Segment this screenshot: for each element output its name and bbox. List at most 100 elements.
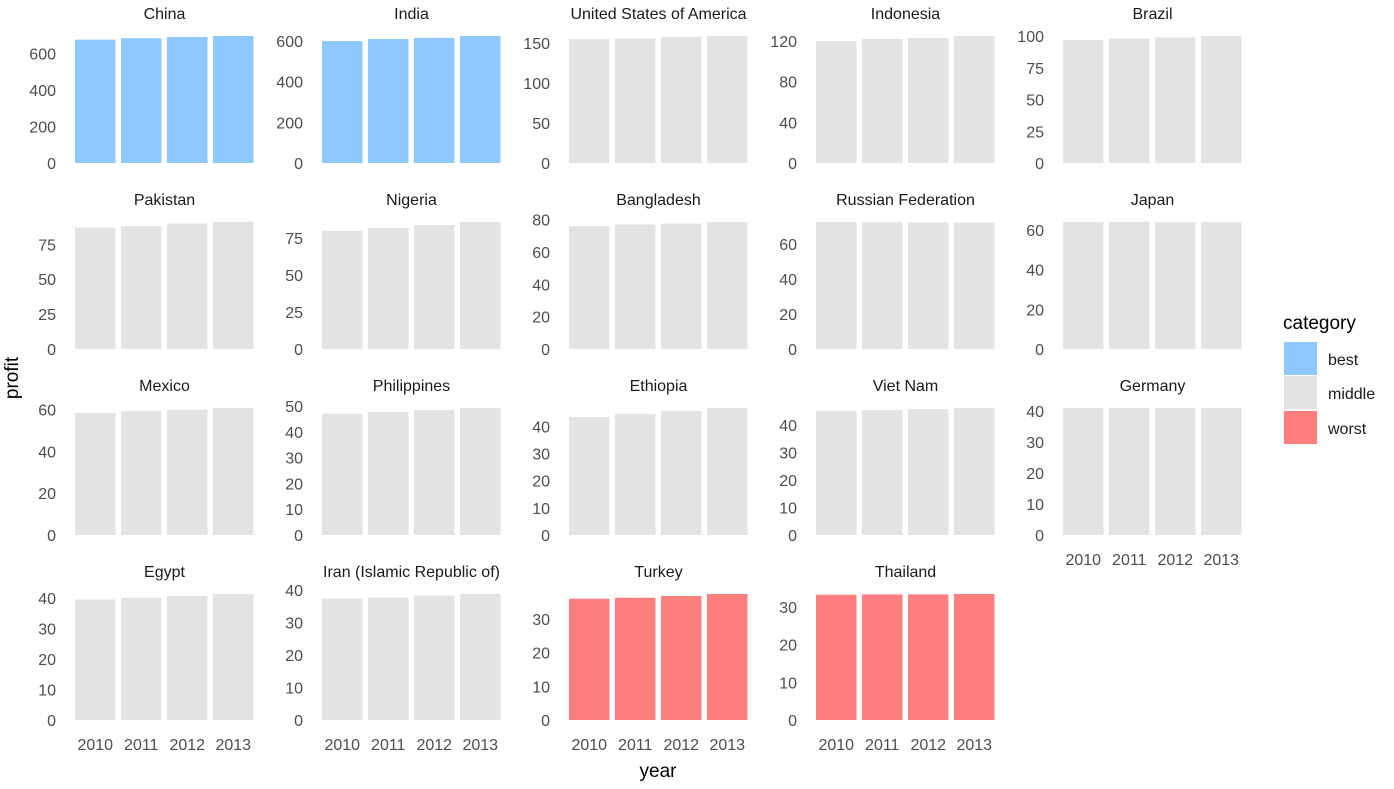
panel-thailand: Thailand 0 10 20 30 2010 2011 2012 2013	[779, 564, 995, 754]
x-tick-label: 2011	[1112, 552, 1147, 569]
bar-2013	[707, 408, 748, 535]
bar-2013	[1201, 36, 1242, 163]
y-tick-label: 0	[541, 342, 550, 359]
y-tick-label: 10	[285, 502, 303, 519]
y-tick-label: 20	[532, 474, 550, 491]
y-tick-label: 20	[38, 486, 56, 503]
bar-2010	[75, 412, 116, 535]
panel-viet-nam: Viet Nam 0 10 20 30 40	[779, 378, 995, 545]
panel-indonesia: Indonesia 0 40 80 120	[770, 6, 995, 173]
y-tick-label: 20	[1026, 302, 1044, 319]
bar-2010	[1063, 39, 1104, 164]
y-tick-label: 60	[779, 237, 797, 254]
bar-2010	[569, 416, 610, 535]
legend-label: middle	[1328, 386, 1375, 403]
bar-2013	[707, 222, 748, 349]
y-tick-label: 40	[1026, 404, 1044, 421]
y-tick-label: 30	[779, 600, 797, 617]
panel-title: Ethiopia	[630, 378, 688, 395]
bar-2013	[460, 222, 501, 349]
y-tick-label: 400	[276, 75, 303, 92]
x-tick-label: 2010	[1065, 552, 1101, 569]
panel-iran-islamic-republic-of: Iran (Islamic Republic of) 0 10 20 30 40 2010 2…	[285, 564, 501, 754]
y-tick-label: 0	[1035, 342, 1044, 359]
bar-2013	[954, 222, 995, 349]
y-tick-label: 30	[532, 612, 550, 629]
panel-bangladesh: Bangladesh 0 20 40 60 80	[532, 192, 748, 359]
y-tick-label: 40	[779, 115, 797, 132]
x-tick-label: 2012	[169, 737, 205, 754]
bar-2012	[908, 222, 949, 349]
y-tick-label: 30	[38, 621, 56, 638]
y-tick-label: 50	[1026, 93, 1044, 110]
bar-2013	[954, 36, 995, 163]
bar-2012	[908, 594, 949, 720]
bar-2012	[167, 595, 208, 720]
legend-key	[1284, 411, 1317, 444]
legend-item-middle: middle	[1284, 376, 1375, 409]
bar-2013	[1201, 408, 1242, 535]
x-tick-label: 2012	[663, 737, 699, 754]
y-tick-label: 0	[47, 342, 56, 359]
x-tick-label: 2010	[77, 737, 113, 754]
bar-2010	[75, 39, 116, 163]
y-tick-label: 10	[779, 675, 797, 692]
y-tick-label: 10	[532, 501, 550, 518]
panel-title: Indonesia	[871, 6, 940, 23]
panel-brazil: Brazil 0 25 50 75 100	[1017, 6, 1242, 173]
y-tick-label: 0	[541, 713, 550, 730]
x-tick-label: 2012	[1157, 552, 1193, 569]
bar-2013	[460, 36, 501, 163]
y-tick-label: 20	[285, 476, 303, 493]
bar-2011	[368, 597, 409, 720]
y-tick-label: 120	[770, 34, 797, 51]
panel-india: India 0 200 400 600	[276, 6, 501, 173]
bar-2011	[862, 222, 903, 349]
y-tick-label: 75	[285, 231, 303, 248]
x-tick-label: 2013	[462, 737, 498, 754]
y-tick-label: 30	[285, 615, 303, 632]
y-tick-label: 0	[47, 156, 56, 173]
panel-philippines: Philippines 0 10 20 30 40 50	[285, 378, 501, 545]
y-tick-label: 0	[541, 156, 550, 173]
y-tick-label: 20	[532, 646, 550, 663]
y-tick-label: 400	[29, 83, 56, 100]
x-tick-label: 2013	[215, 737, 251, 754]
y-tick-label: 40	[1026, 263, 1044, 280]
y-tick-label: 40	[38, 591, 56, 608]
panel-germany: Germany 0 10 20 30 40 2010 2011 2012 2013	[1026, 378, 1242, 569]
y-tick-label: 600	[276, 34, 303, 51]
y-tick-label: 0	[1035, 156, 1044, 173]
y-tick-label: 10	[532, 679, 550, 696]
y-tick-label: 0	[294, 156, 303, 173]
panel-title: United States of America	[570, 6, 746, 23]
y-tick-label: 10	[38, 682, 56, 699]
bar-2013	[460, 594, 501, 720]
y-tick-label: 75	[38, 237, 56, 254]
x-tick-label: 2011	[618, 737, 653, 754]
bar-2010	[75, 599, 116, 720]
bar-2011	[862, 410, 903, 535]
bar-2011	[615, 38, 656, 163]
y-tick-label: 20	[1026, 466, 1044, 483]
bar-2011	[862, 594, 903, 720]
y-tick-label: 40	[532, 277, 550, 294]
bar-2010	[1063, 408, 1104, 535]
bar-2010	[1063, 222, 1104, 349]
panel-egypt: Egypt 0 10 20 30 40 2010 2011 2012 2013	[38, 564, 254, 754]
bar-2013	[707, 36, 748, 163]
y-tick-label: 30	[285, 451, 303, 468]
panel-title: Viet Nam	[873, 378, 939, 395]
y-tick-label: 25	[285, 305, 303, 322]
bar-2012	[1155, 222, 1196, 349]
y-tick-label: 0	[294, 342, 303, 359]
panel-turkey: Turkey 0 10 20 30 2010 2011 2012 2013	[532, 564, 748, 754]
y-tick-label: 30	[779, 446, 797, 463]
y-tick-label: 60	[532, 245, 550, 262]
bar-2011	[615, 597, 656, 720]
bar-2011	[121, 38, 162, 163]
panel-title: Thailand	[875, 564, 936, 581]
y-tick-label: 20	[285, 648, 303, 665]
y-tick-label: 25	[38, 307, 56, 324]
bar-2012	[414, 410, 455, 535]
